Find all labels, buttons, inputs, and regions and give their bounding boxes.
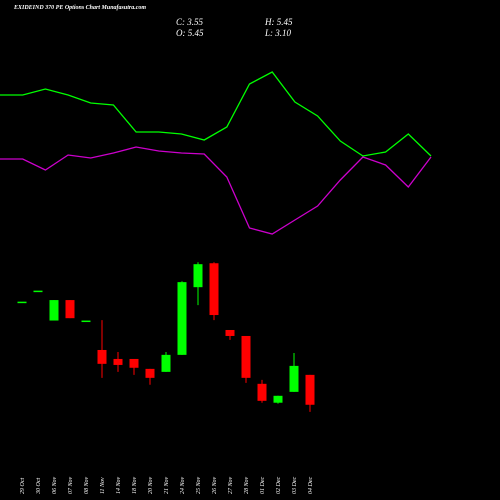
stat-high: H: 5.45	[264, 17, 293, 27]
x-tick-label: 06 Nov	[52, 476, 58, 494]
candle-body	[129, 358, 139, 368]
x-tick-label: 01 Dec	[260, 477, 266, 494]
x-tick-label: 04 Dec	[307, 477, 314, 494]
x-tick-label: 25 Nov	[196, 476, 202, 494]
stat-close: C: 3.55	[176, 17, 204, 27]
candle-body	[209, 263, 219, 316]
candle-body	[193, 264, 203, 288]
candle-body	[33, 290, 43, 293]
candle-body	[49, 300, 59, 321]
candle-body	[225, 329, 235, 336]
candle-body	[81, 320, 91, 323]
indicator-line	[0, 71, 432, 157]
candle-body	[241, 335, 251, 378]
candle-body	[113, 358, 123, 365]
candle-body	[65, 300, 75, 319]
x-tick-label: 24 Nov	[179, 476, 186, 494]
x-tick-label: 03 Dec	[292, 477, 298, 494]
candle-body	[289, 365, 299, 392]
chart-title: EXIDEIND 370 PE Options Chart Munafasutr…	[13, 5, 146, 11]
x-tick-label: 30 Oct	[36, 478, 42, 495]
x-tick-label: 07 Nov	[68, 476, 74, 494]
x-tick-label: 02 Dec	[276, 477, 282, 494]
x-tick-label: 28 Nov	[244, 476, 250, 494]
x-tick-label: 08 Nov	[84, 476, 90, 494]
stat-open: O: 5.45	[176, 28, 204, 38]
candle-body	[257, 383, 267, 401]
candle-body	[305, 374, 315, 405]
candle-body	[17, 301, 27, 304]
x-tick-label: 14 Nov	[115, 476, 122, 494]
x-tick-label: 18 Nov	[132, 476, 138, 494]
x-tick-label: 11 Nov	[100, 477, 106, 494]
x-tick-label: 21 Nov	[164, 476, 170, 494]
x-tick-label: 27 Nov	[228, 476, 234, 494]
stat-low: L: 3.10	[264, 28, 292, 38]
candle-body	[97, 349, 107, 364]
candle-body	[145, 368, 155, 378]
x-tick-label: 20 Nov	[148, 476, 154, 494]
candle-body	[161, 354, 171, 372]
candle-body	[177, 282, 187, 355]
x-tick-label: 29 Oct	[20, 478, 26, 494]
x-tick-label: 26 Nov	[212, 476, 218, 494]
candle-body	[273, 395, 283, 403]
indicator-line	[0, 146, 432, 235]
